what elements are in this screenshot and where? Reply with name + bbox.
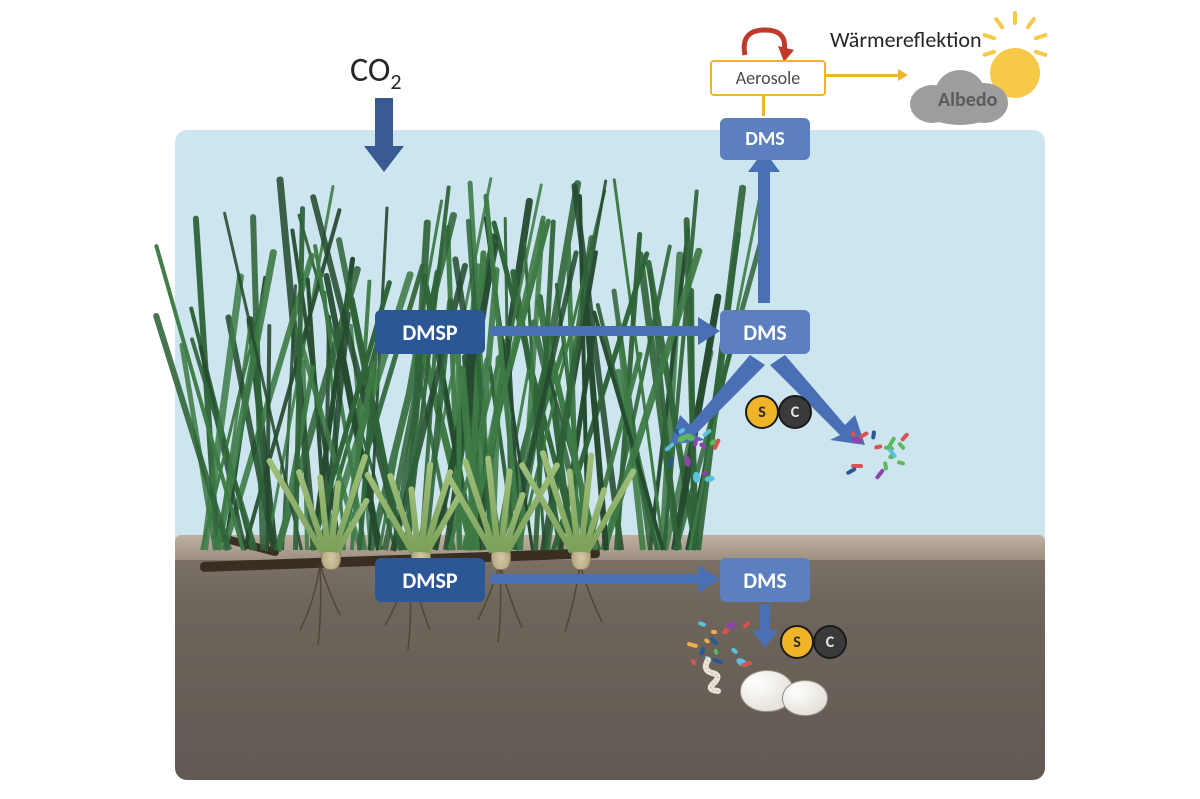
dms-sediment-label: DMS	[743, 567, 787, 594]
albedo-label: Albedo	[938, 88, 997, 112]
dmsp-sediment-label: DMSP	[402, 567, 457, 594]
dmsp-water-label: DMSP	[402, 319, 457, 346]
c-badge-water-text: C	[791, 403, 799, 422]
worm-icon	[700, 655, 740, 695]
co2-label: CO2	[350, 50, 402, 95]
warme-label: Wärmereflektion	[830, 26, 982, 53]
microbes-water-right	[840, 425, 910, 485]
co2-subscript: 2	[390, 68, 401, 95]
warme-text: Wärmereflektion	[830, 26, 982, 53]
dmsp-sediment-box: DMSP	[375, 558, 485, 602]
aerosol-box: Aerosole	[710, 60, 826, 96]
dmsp-water-box: DMSP	[375, 310, 485, 354]
diagram-canvas: CO2 DMSP DMS DMS Aerosole Wärmereflekt	[0, 0, 1200, 799]
c-badge-water: C	[778, 395, 812, 429]
dms-air-box: DMS	[720, 118, 810, 160]
aerosol-label: Aerosole	[736, 67, 800, 89]
s-badge-sediment: S	[780, 625, 814, 659]
shell-2	[782, 680, 828, 716]
co2-text: CO	[350, 50, 390, 91]
heat-reflection-arrow	[730, 20, 800, 60]
dms-water-label: DMS	[743, 319, 787, 346]
s-badge-water-text: S	[758, 403, 766, 422]
dms-sediment-box: DMS	[720, 558, 810, 602]
dms-air-label: DMS	[745, 127, 785, 151]
albedo-text: Albedo	[938, 88, 997, 112]
c-badge-sediment: C	[813, 625, 847, 659]
dms-water-box: DMS	[720, 310, 810, 354]
microbes-water-left	[655, 425, 725, 485]
c-badge-sed-text: C	[826, 633, 834, 652]
s-badge-water: S	[745, 395, 779, 429]
s-badge-sed-text: S	[793, 633, 801, 652]
